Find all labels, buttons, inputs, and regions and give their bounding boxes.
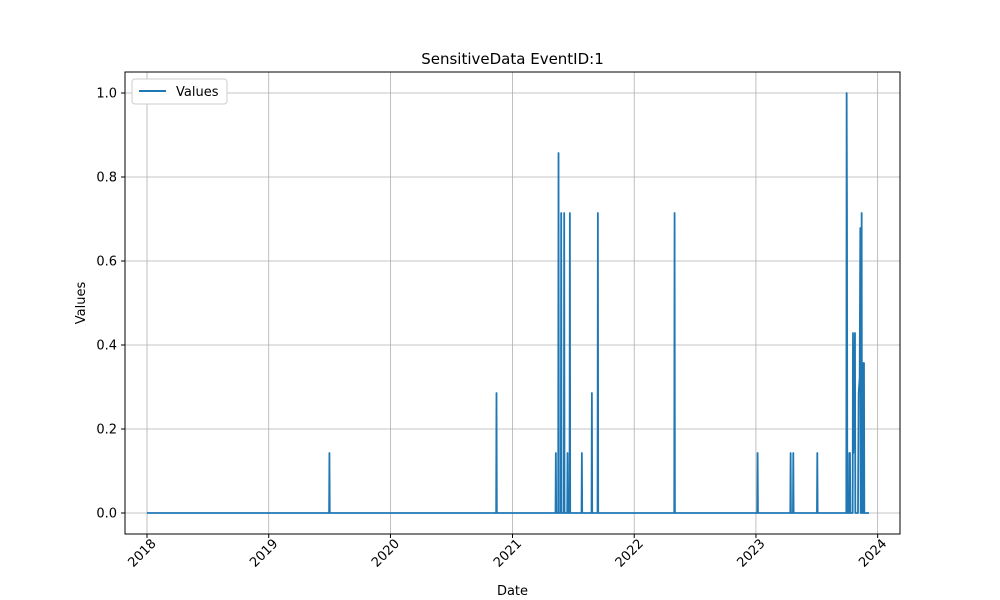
legend-label: Values <box>176 85 219 100</box>
y-tick-label: 0.0 <box>96 507 117 522</box>
y-tick-label: 1.0 <box>96 87 117 102</box>
y-tick-label: 0.6 <box>96 255 117 270</box>
x-axis-label: Date <box>497 584 528 599</box>
y-tick-label: 0.2 <box>96 423 117 438</box>
series-line-values <box>147 92 869 514</box>
y-tick-label: 0.8 <box>96 171 117 186</box>
y-tick-label: 0.4 <box>96 339 117 354</box>
y-axis: 0.0 0.2 0.4 0.6 0.8 1.0 <box>96 87 125 522</box>
y-axis-label: Values <box>74 282 89 325</box>
series-layer <box>147 92 869 514</box>
legend-box <box>131 78 228 105</box>
chart-title: SensitiveData EventID:1 <box>421 50 604 68</box>
legend: Values <box>131 78 228 105</box>
